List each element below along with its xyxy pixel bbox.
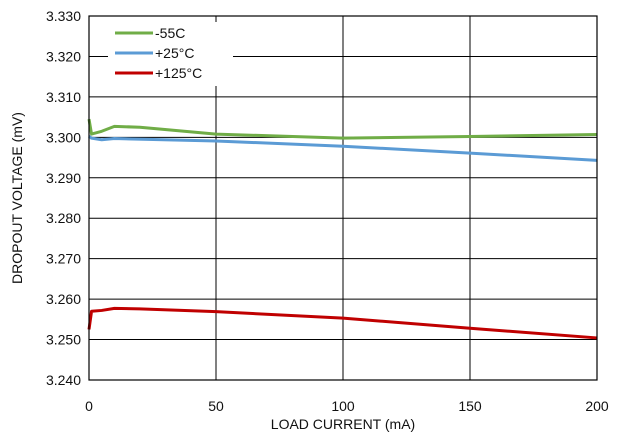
y-tick-label: 3.320 <box>46 48 81 64</box>
y-tick-label: 3.250 <box>46 332 81 348</box>
x-tick-label: 200 <box>585 398 609 414</box>
y-tick-label: 3.270 <box>46 251 81 267</box>
x-tick-label: 0 <box>85 398 93 414</box>
y-tick-label: 3.330 <box>46 8 81 24</box>
legend-label-minus-55c: -55C <box>155 25 185 41</box>
series-line-plus-125c <box>87 306 598 340</box>
x-tick-label: 150 <box>458 398 482 414</box>
series-line-minus-55c <box>87 118 598 140</box>
y-tick-labels: 3.240 3.250 3.260 3.270 3.280 3.290 3.300 3.310… <box>46 8 81 388</box>
legend-label-plus-25c: +25°C <box>155 45 194 61</box>
y-tick-label: 3.290 <box>46 170 81 186</box>
plot-frame <box>88 15 598 381</box>
series-lines <box>87 118 598 340</box>
y-tick-label: 3.240 <box>46 372 81 388</box>
y-tick-label: 3.300 <box>46 129 81 145</box>
x-tick-label: 50 <box>208 398 224 414</box>
x-tick-label: 100 <box>331 398 355 414</box>
y-tick-label: 3.280 <box>46 210 81 226</box>
legend-label-plus-125c: +125°C <box>155 65 202 81</box>
y-tick-label: 3.310 <box>46 89 81 105</box>
x-tick-labels: 0 50 100 150 200 <box>85 398 609 414</box>
legend: -55C +25°C +125°C <box>108 22 233 86</box>
series-line-plus-25c <box>88 134 598 162</box>
y-tick-label: 3.260 <box>46 291 81 307</box>
y-axis-label: DROPOUT VOLTAGE (mV) <box>9 112 25 284</box>
x-axis-label: LOAD CURRENT (mA) <box>271 416 415 432</box>
